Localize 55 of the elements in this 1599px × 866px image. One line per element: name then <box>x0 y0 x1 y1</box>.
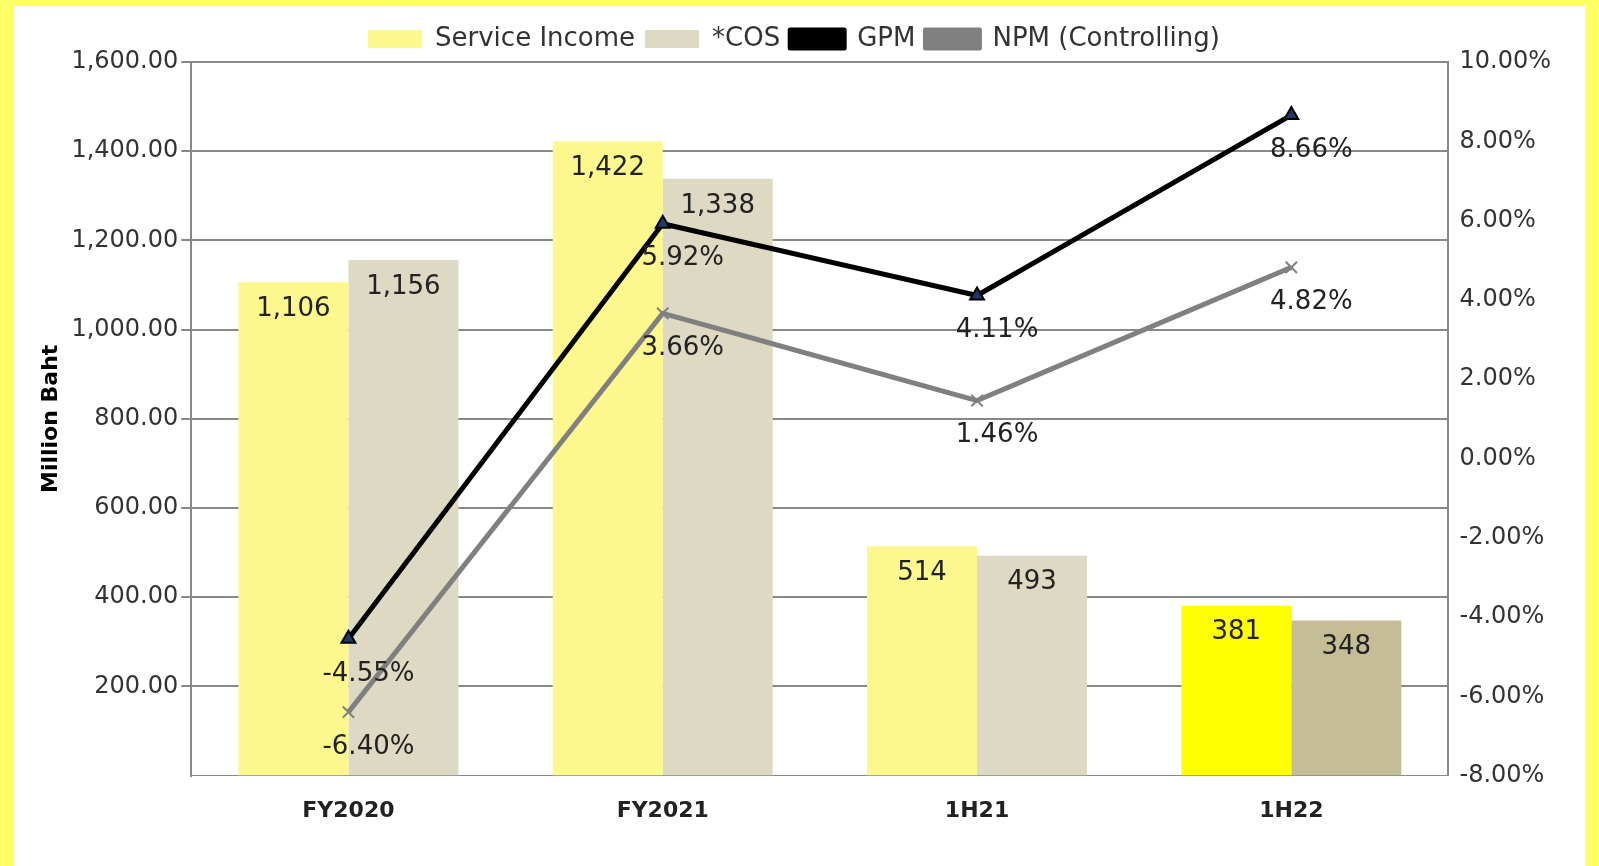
data-label: 493 <box>1007 565 1057 596</box>
data-label: 4.82% <box>1270 285 1353 316</box>
data-label: -4.55% <box>322 656 415 687</box>
y2-tick-label: -2.00% <box>1459 521 1545 550</box>
data-label: 1,106 <box>256 292 331 323</box>
point <box>341 705 356 719</box>
x-tick-label: 1H22 <box>1259 796 1324 822</box>
x-tick-label: FY2020 <box>302 796 395 822</box>
y-axis-title: Million Baht <box>36 344 62 493</box>
bar <box>867 546 978 776</box>
point <box>1283 106 1300 121</box>
data-label: 1.46% <box>955 418 1039 449</box>
data-label: 3.66% <box>641 331 725 362</box>
point <box>340 629 357 644</box>
bar <box>977 555 1088 776</box>
y2-tick-label: 4.00% <box>1459 284 1536 313</box>
data-label: 1,338 <box>680 188 755 219</box>
y2-tick-label: -8.00% <box>1459 759 1545 788</box>
data-label: 5.92% <box>641 241 725 272</box>
point <box>656 306 670 320</box>
y-tick-label: 600.00 <box>94 492 179 521</box>
x-tick-label: 1H21 <box>944 796 1010 822</box>
bar <box>1181 605 1292 776</box>
data-label: 348 <box>1321 630 1372 661</box>
y-tick-label: 1,000.00 <box>71 313 179 342</box>
y-tick-label: 400.00 <box>94 581 179 610</box>
y-tick-label: 1,400.00 <box>71 135 179 164</box>
y-tick-label: 1,200.00 <box>71 224 179 253</box>
y-tick-label: 1,600.00 <box>71 46 179 75</box>
point <box>1284 260 1298 275</box>
point <box>969 286 985 301</box>
legend-label: *COS <box>712 21 781 52</box>
y2-tick-label: 0.00% <box>1459 442 1536 471</box>
data-label: 1,422 <box>570 151 645 182</box>
y2-tick-label: 10.00% <box>1459 46 1551 75</box>
data-label: 514 <box>897 556 947 587</box>
bar <box>1291 620 1402 776</box>
y-tick-label: 800.00 <box>94 403 179 432</box>
y2-tick-label: -4.00% <box>1459 601 1545 630</box>
data-label: -6.40% <box>322 729 415 760</box>
legend-label: GPM <box>857 21 916 52</box>
data-label: 381 <box>1211 615 1262 646</box>
y2-tick-label: 6.00% <box>1459 204 1536 233</box>
legend-label: Service Income <box>435 21 636 52</box>
data-label: 1,156 <box>366 269 441 300</box>
data-label: 4.11% <box>955 313 1039 344</box>
y-tick-label: 200.00 <box>94 670 179 699</box>
y2-tick-label: 8.00% <box>1459 125 1536 154</box>
legend-label: NPM (Controlling) <box>992 21 1220 52</box>
point <box>654 214 671 229</box>
x-tick-label: FY2021 <box>616 796 709 822</box>
y2-tick-label: 2.00% <box>1459 363 1536 392</box>
y2-tick-label: -6.00% <box>1459 680 1545 709</box>
data-label: 8.66% <box>1270 132 1353 163</box>
point <box>970 393 984 408</box>
